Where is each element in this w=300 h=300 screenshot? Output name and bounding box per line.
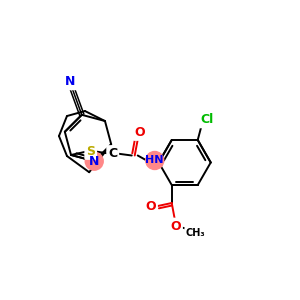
Text: N: N <box>89 155 99 168</box>
Text: CH₃: CH₃ <box>186 228 206 238</box>
Circle shape <box>85 152 103 170</box>
Text: HN: HN <box>146 155 164 166</box>
Text: C: C <box>108 147 117 160</box>
Text: S: S <box>86 145 95 158</box>
Text: O: O <box>134 126 145 139</box>
Text: N: N <box>64 75 75 88</box>
Text: O: O <box>146 200 156 212</box>
Circle shape <box>146 152 164 169</box>
Text: Cl: Cl <box>201 113 214 126</box>
Text: O: O <box>170 220 181 232</box>
